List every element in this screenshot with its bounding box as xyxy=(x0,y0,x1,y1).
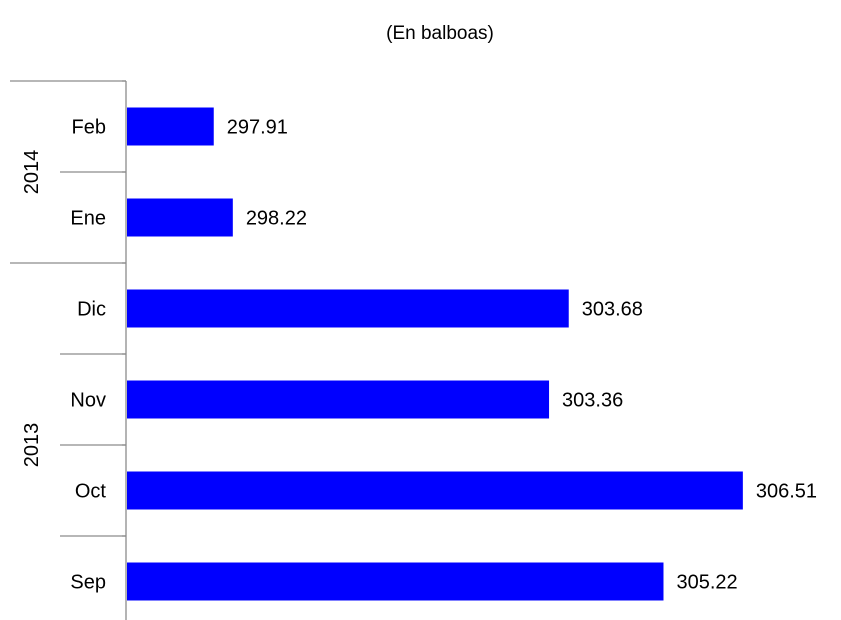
category-label-nov: Nov xyxy=(70,390,106,412)
value-label-oct: 306.51 xyxy=(756,481,817,503)
category-label-dic: Dic xyxy=(77,299,106,321)
value-label-ene: 298.22 xyxy=(246,208,307,230)
bar-oct xyxy=(127,471,743,510)
value-label-nov: 303.36 xyxy=(562,390,623,412)
group-label-2013: 2013 xyxy=(21,423,43,468)
category-label-sep: Sep xyxy=(70,572,106,594)
bar-ene xyxy=(127,198,233,237)
category-label-feb: Feb xyxy=(72,117,106,139)
category-label-ene: Ene xyxy=(70,208,106,230)
labels-layer: Feb 297.91 Ene 298.22 Dic 303.68 Nov 303.36 Oct 3… xyxy=(21,117,817,594)
value-label-dic: 303.68 xyxy=(582,299,643,321)
bars-layer xyxy=(127,107,743,601)
category-label-oct: Oct xyxy=(75,481,107,503)
bar-feb xyxy=(127,107,214,146)
axes-layer xyxy=(10,80,127,620)
value-label-feb: 297.91 xyxy=(227,117,288,139)
bar-sep xyxy=(127,562,664,601)
chart-subtitle: (En balboas) xyxy=(386,23,494,44)
bar-dic xyxy=(127,289,569,328)
value-label-sep: 305.22 xyxy=(676,572,737,594)
group-label-2014: 2014 xyxy=(21,150,43,195)
bar-nov xyxy=(127,380,550,419)
